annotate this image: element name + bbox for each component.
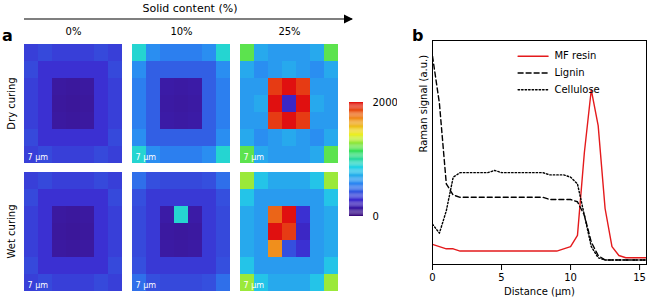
svg-text:2000: 2000 — [373, 97, 398, 108]
svg-text:7 µm: 7 µm — [136, 153, 157, 162]
svg-text:7 µm: 7 µm — [244, 281, 265, 290]
svg-text:10: 10 — [564, 272, 577, 283]
svg-text:Cellulose: Cellulose — [554, 84, 599, 95]
svg-text:0: 0 — [373, 211, 379, 222]
svg-text:15: 15 — [633, 272, 646, 283]
svg-text:7 µm: 7 µm — [28, 281, 49, 290]
svg-text:7 µm: 7 µm — [28, 153, 49, 162]
svg-text:25%: 25% — [278, 26, 300, 37]
html-text:a: a — [2, 26, 13, 45]
svg-text:10%: 10% — [170, 26, 192, 37]
svg-text:Dry curing: Dry curing — [6, 77, 17, 129]
svg-text:0%: 0% — [66, 26, 82, 37]
svg-text:Distance (µm): Distance (µm) — [504, 286, 575, 297]
svg-text:7 µm: 7 µm — [244, 153, 265, 162]
svg-text:MF resin: MF resin — [554, 50, 596, 61]
svg-text:0: 0 — [429, 272, 435, 283]
html-text:b: b — [412, 26, 424, 45]
svg-text:Solid content (%): Solid content (%) — [143, 2, 238, 15]
svg-text:Raman signal (a.u.): Raman signal (a.u.) — [418, 55, 429, 153]
svg-text:7 µm: 7 µm — [136, 281, 157, 290]
svg-text:5: 5 — [498, 272, 504, 283]
svg-text:Wet curing: Wet curing — [6, 205, 17, 259]
svg-text:Lignin: Lignin — [554, 67, 584, 78]
